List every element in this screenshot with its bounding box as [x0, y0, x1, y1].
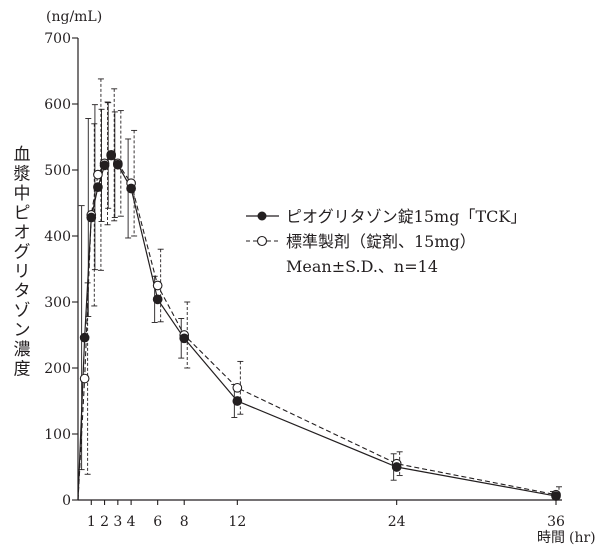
legend-label-test: ピオグリタゾン錠15mg「TCK」	[286, 207, 526, 226]
data-point-test	[112, 159, 123, 170]
x-tick-label: 24	[388, 514, 406, 530]
data-point-test	[551, 491, 561, 501]
data-point-test	[179, 333, 190, 344]
y-axis-label-char: 濃	[14, 340, 31, 360]
data-point-test	[99, 160, 110, 171]
x-tick-label: 4	[127, 514, 136, 530]
x-axis-label: 時間	[537, 530, 565, 546]
y-axis-label-char: 中	[14, 184, 31, 204]
x-axis-unit: (hr)	[569, 530, 596, 546]
legend-label-reference: 標準製剤（錠剤、15mg）	[286, 232, 476, 251]
data-point-test	[232, 396, 243, 406]
data-point-reference	[79, 373, 90, 384]
legend: ピオグリタゾン錠15mg「TCK」 標準製剤（錠剤、15mg） Mean±S.D…	[246, 207, 526, 276]
x-tick-label: 2	[100, 514, 109, 530]
x-tick-label: 8	[180, 514, 189, 530]
x-tick-label: 3	[113, 514, 122, 530]
data-point-reference	[152, 280, 163, 291]
y-tick-label: 500	[44, 163, 71, 179]
y-axis-unit: (ng/mL)	[46, 9, 102, 25]
legend-marker-reference	[256, 235, 268, 247]
legend-note: Mean±S.D.、n=14	[286, 257, 438, 276]
y-axis-label-char: ン	[14, 321, 31, 341]
y-tick-label: 300	[44, 295, 71, 311]
data-point-test	[391, 462, 402, 472]
y-axis-label-char: 血	[14, 145, 31, 165]
series-markers	[79, 149, 561, 501]
data-point-test	[86, 212, 97, 223]
x-tick-label: 1	[87, 514, 96, 530]
y-tick-label: 700	[44, 31, 71, 47]
y-axis-label-char: タ	[14, 282, 31, 302]
y-axis-label-char: 漿	[14, 165, 31, 185]
data-point-reference	[93, 169, 103, 180]
y-tick-label: 0	[62, 493, 71, 509]
y-tick-label: 200	[44, 361, 71, 377]
data-point-reference	[232, 382, 243, 393]
y-axis-label-char: リ	[14, 262, 31, 282]
data-point-test	[93, 182, 103, 193]
x-tick-label: 6	[153, 514, 162, 530]
data-point-test	[106, 150, 117, 161]
y-tick-label: 100	[44, 427, 71, 443]
y-tick-label: 400	[44, 229, 71, 245]
data-point-test	[126, 183, 136, 194]
y-axis-label-char: ピ	[14, 204, 31, 224]
y-axis-label-char: ゾ	[14, 301, 31, 321]
y-axis-label-char: 度	[14, 360, 31, 380]
y-tick-label: 600	[44, 97, 71, 113]
y-axis-label-char: オ	[14, 223, 31, 243]
y-axis-label-char: グ	[14, 243, 31, 263]
error-bars	[78, 78, 562, 500]
x-tick-label: 12	[228, 514, 246, 530]
data-point-test	[152, 294, 163, 305]
data-point-test	[79, 332, 90, 343]
legend-marker-test	[257, 211, 267, 221]
x-tick-label: 36	[547, 514, 565, 530]
